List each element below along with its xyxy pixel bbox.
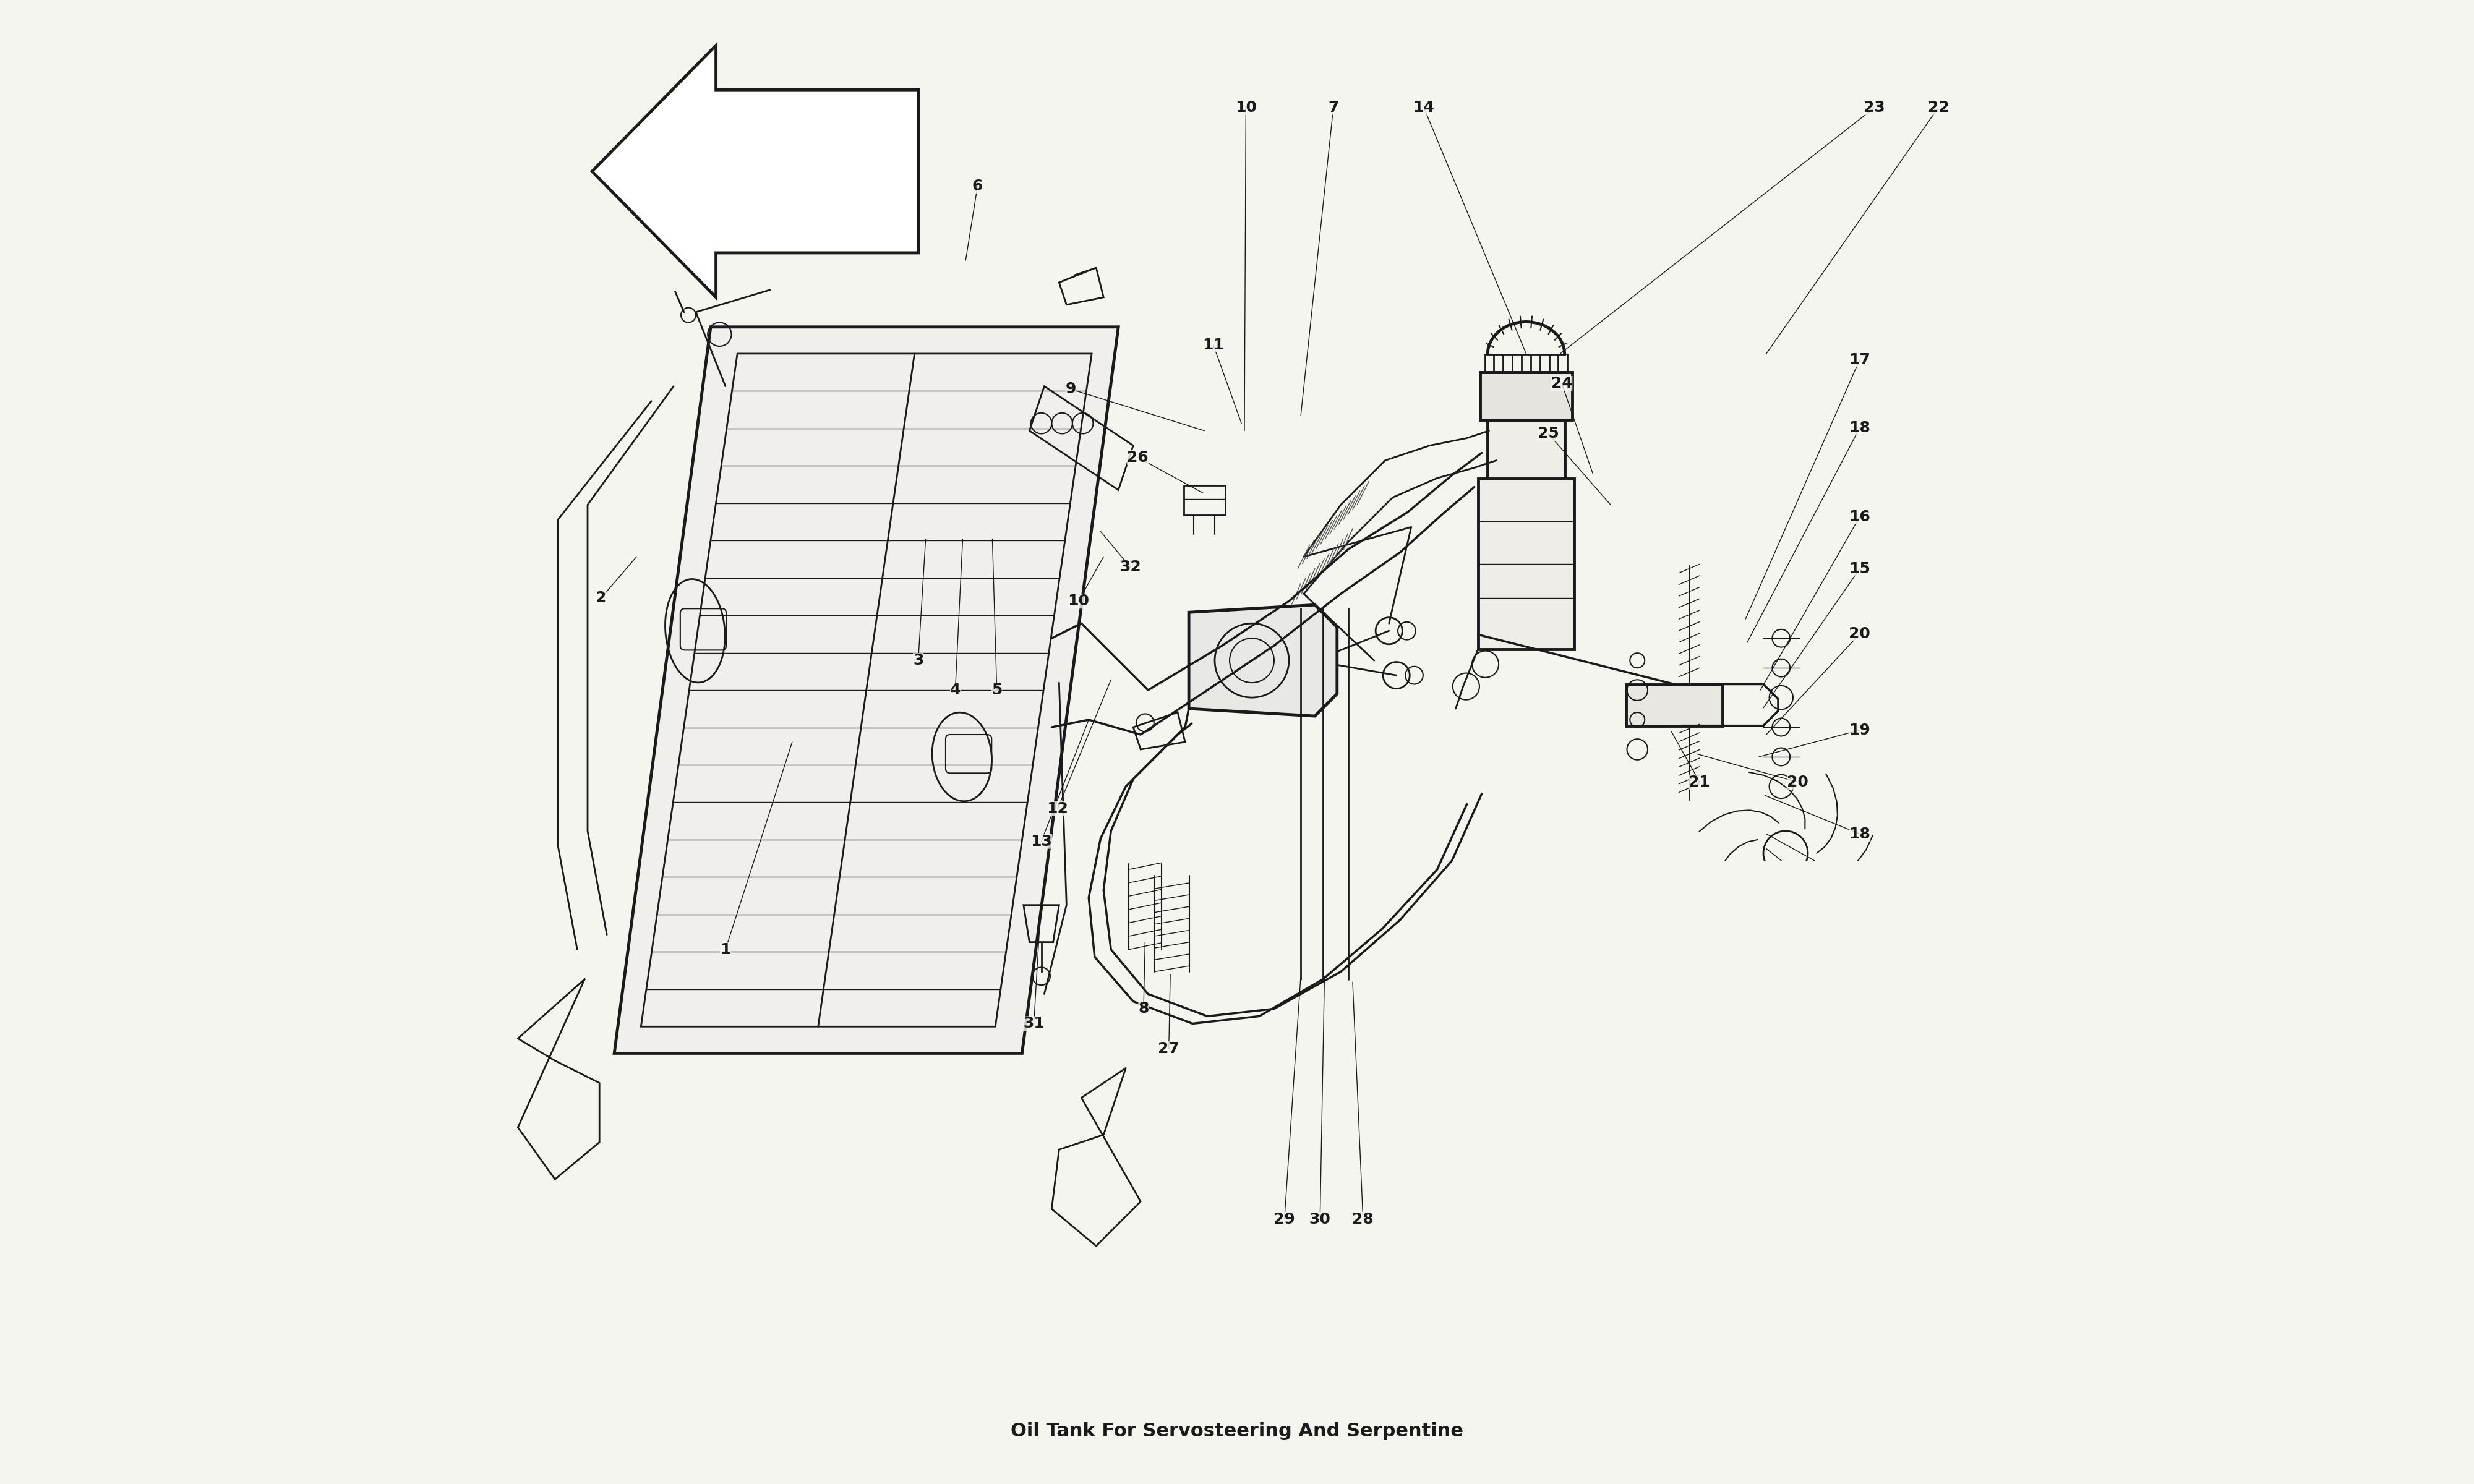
Text: 7: 7: [1329, 99, 1338, 114]
Text: 18: 18: [1848, 420, 1870, 435]
Text: 26: 26: [1128, 450, 1148, 464]
Text: 18: 18: [1848, 827, 1870, 841]
Text: 24: 24: [1551, 375, 1573, 390]
Polygon shape: [614, 326, 1118, 1054]
Text: 13: 13: [1032, 834, 1051, 849]
Polygon shape: [1625, 684, 1722, 726]
Text: 5: 5: [992, 683, 1002, 697]
Text: 29: 29: [1274, 1212, 1296, 1227]
Text: 19: 19: [1848, 723, 1870, 738]
Text: 14: 14: [1413, 99, 1435, 114]
Text: 11: 11: [1202, 337, 1225, 352]
Text: 9: 9: [1066, 381, 1076, 396]
Text: 20: 20: [1786, 775, 1808, 789]
Text: 25: 25: [1539, 426, 1559, 441]
Text: 12: 12: [1047, 801, 1069, 816]
Polygon shape: [1477, 479, 1573, 650]
Text: 6: 6: [972, 178, 982, 193]
Text: 18: 18: [1848, 879, 1870, 893]
Text: 22: 22: [1927, 99, 1950, 114]
Text: 10: 10: [1235, 99, 1257, 114]
Text: 2: 2: [596, 591, 606, 605]
Text: 31: 31: [1024, 1017, 1044, 1031]
Polygon shape: [591, 46, 918, 297]
Text: 17: 17: [1848, 352, 1870, 367]
Bar: [1682, 861, 1905, 1483]
Text: Oil Tank For Servosteering And Serpentine: Oil Tank For Servosteering And Serpentin…: [1009, 1422, 1465, 1441]
Text: 15: 15: [1848, 561, 1870, 576]
Text: 21: 21: [1690, 775, 1710, 789]
Text: 16: 16: [1848, 509, 1870, 524]
Text: 4: 4: [950, 683, 960, 697]
Text: 30: 30: [1309, 1212, 1331, 1227]
Text: 10: 10: [1066, 594, 1089, 608]
Text: 28: 28: [1353, 1212, 1373, 1227]
Text: 32: 32: [1121, 559, 1141, 574]
Polygon shape: [1487, 420, 1564, 479]
Text: 23: 23: [1863, 99, 1885, 114]
Text: 3: 3: [913, 653, 923, 668]
Polygon shape: [1190, 605, 1336, 717]
Text: 20: 20: [1848, 626, 1870, 641]
Text: 8: 8: [1138, 1002, 1148, 1017]
Polygon shape: [1479, 372, 1571, 420]
Text: 27: 27: [1158, 1042, 1180, 1057]
Text: 19: 19: [1848, 916, 1870, 930]
Text: 1: 1: [720, 942, 730, 957]
